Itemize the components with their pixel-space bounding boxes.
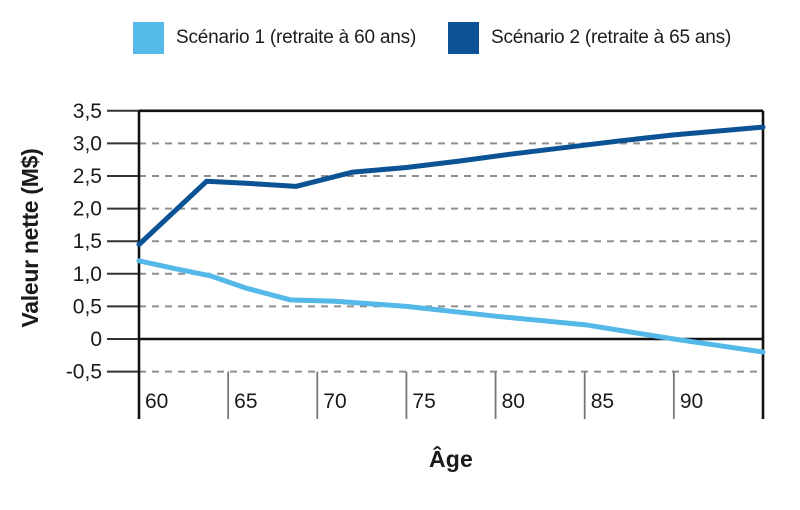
legend-swatch-scenario-2-icon	[448, 22, 479, 54]
y-tick-label: 1,0	[73, 263, 102, 286]
y-tick-label: 2,5	[73, 165, 102, 188]
y-tick-label: 0	[90, 328, 102, 351]
series-line-scenario-2	[136, 124, 766, 247]
x-tick-label: 65	[234, 390, 257, 413]
y-tick-label: 1,5	[73, 230, 102, 253]
legend-swatch-scenario-1-icon	[133, 22, 164, 54]
y-tick-label: 3,0	[73, 132, 102, 155]
x-tick-label: 75	[412, 390, 435, 413]
legend-item-scenario-2: Scénario 2 (retraite à 65 ans)	[448, 22, 731, 54]
y-tick-label: 3,5	[73, 100, 102, 123]
x-tick-label: 60	[145, 390, 168, 413]
legend-label-scenario-2: Scénario 2 (retraite à 65 ans)	[491, 27, 732, 48]
x-axis-title: Âge	[428, 446, 474, 472]
series-line-scenario-1	[136, 258, 766, 355]
x-tick-label: 70	[323, 390, 346, 413]
legend-item-scenario-1: Scénario 1 (retraite à 60 ans)	[133, 22, 416, 54]
legend-label-scenario-1: Scénario 1 (retraite à 60 ans)	[176, 27, 417, 48]
x-tick-label: 80	[502, 390, 525, 413]
y-axis-title: Valeur nette (M$)	[17, 148, 43, 328]
y-tick-label: 0,5	[73, 295, 102, 318]
legend: Scénario 1 (retraite à 60 ans) Scénario …	[0, 0, 800, 70]
x-tick-label: 90	[680, 390, 703, 413]
y-tick-label: -0,5	[66, 361, 102, 384]
y-tick-label: 2,0	[73, 198, 102, 221]
x-tick-label: 85	[591, 390, 614, 413]
